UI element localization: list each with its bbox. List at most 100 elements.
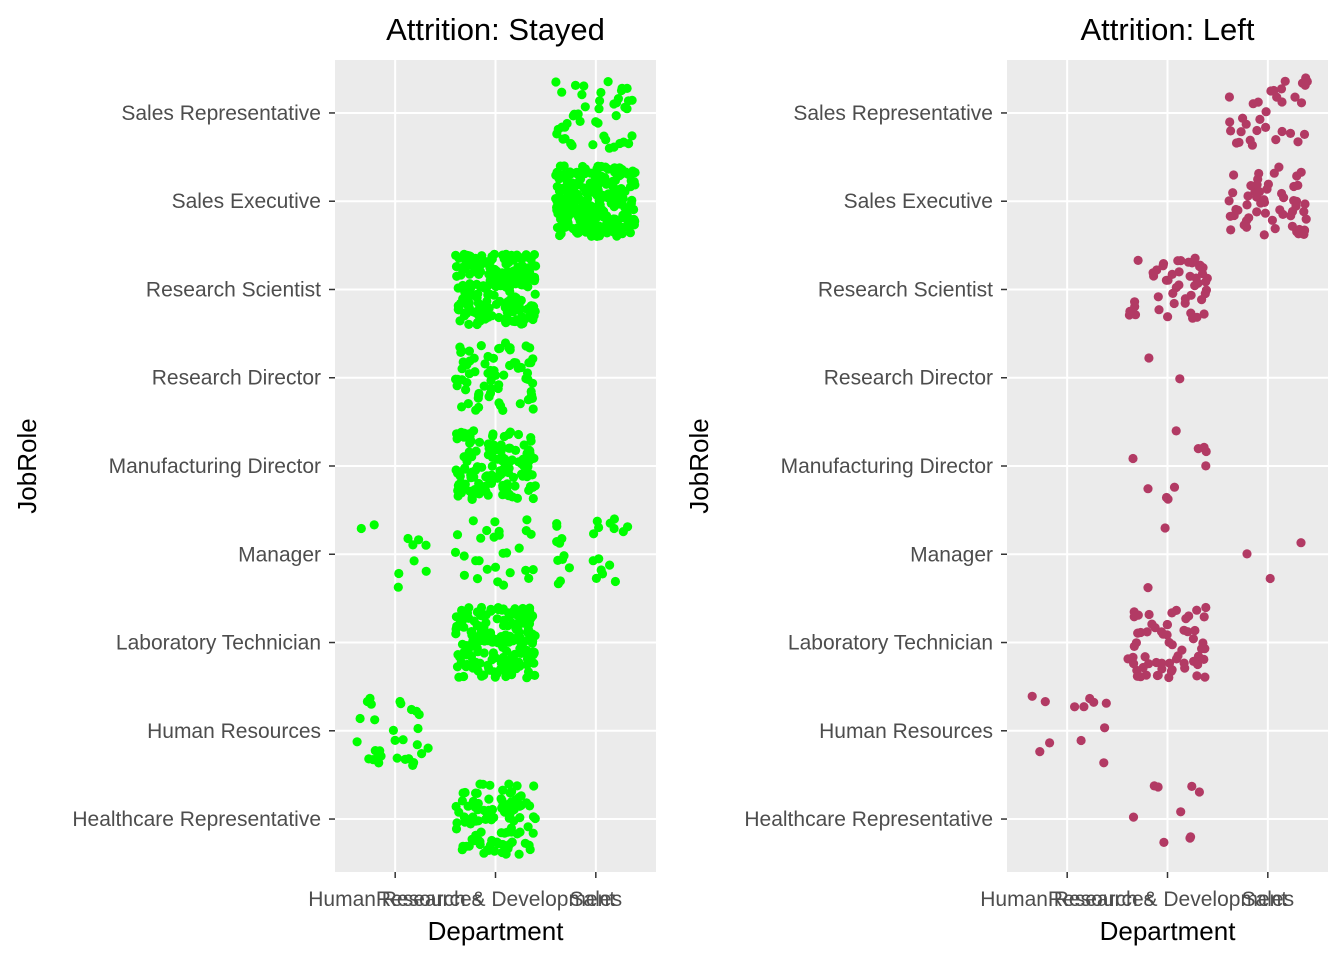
- data-point: [528, 828, 538, 838]
- data-point: [494, 312, 504, 323]
- x-tick-label: Human Resources: [308, 888, 482, 911]
- data-point: [609, 514, 620, 524]
- data-point: [1131, 638, 1141, 648]
- data-point: [505, 788, 515, 798]
- data-point: [626, 176, 636, 186]
- data-point: [459, 452, 469, 462]
- data-point: [512, 781, 522, 791]
- data-point: [569, 199, 579, 209]
- data-point: [523, 263, 533, 273]
- data-point: [524, 456, 534, 467]
- data-point: [492, 614, 502, 624]
- data-point: [1159, 837, 1169, 848]
- data-point: [1079, 702, 1089, 712]
- data-point: [511, 274, 522, 285]
- data-point: [1128, 652, 1138, 662]
- chart-title: Attrition: Stayed: [386, 12, 605, 47]
- data-point: [589, 529, 599, 539]
- data-point: [1144, 609, 1154, 620]
- data-point: [486, 628, 496, 638]
- data-point: [452, 381, 462, 391]
- x-axis-title: Department: [428, 916, 565, 946]
- data-point: [462, 378, 472, 388]
- data-point: [1241, 119, 1251, 129]
- data-point: [606, 215, 617, 225]
- x-tick-label: Research & Development: [1048, 888, 1287, 911]
- data-point: [476, 533, 486, 543]
- data-point: [464, 292, 474, 302]
- y-tick-label: Sales Representative: [793, 102, 993, 125]
- data-point: [502, 484, 512, 494]
- data-point: [583, 194, 593, 204]
- y-tick-label: Manager: [238, 543, 321, 566]
- data-point: [453, 491, 463, 501]
- data-point: [500, 338, 511, 348]
- data-point: [1027, 691, 1037, 701]
- data-point: [1168, 288, 1178, 298]
- data-point: [579, 81, 589, 91]
- data-point: [504, 429, 514, 439]
- y-tick-label: Sales Executive: [844, 190, 993, 213]
- chart-panel-2: Healthcare Representative Human Resources…: [684, 12, 1328, 946]
- data-point: [461, 814, 471, 824]
- data-point: [1188, 634, 1198, 644]
- data-point: [472, 788, 482, 799]
- data-point: [1176, 807, 1186, 817]
- data-point: [603, 189, 614, 199]
- data-point: [1183, 257, 1194, 267]
- data-point: [590, 207, 600, 217]
- data-point: [611, 184, 621, 195]
- data-point: [451, 624, 461, 634]
- data-point: [595, 96, 605, 106]
- data-point: [525, 343, 535, 353]
- data-point: [1299, 207, 1309, 217]
- data-point: [494, 276, 504, 287]
- data-point: [1076, 735, 1086, 746]
- data-point: [459, 311, 469, 321]
- data-point: [585, 178, 595, 188]
- data-point: [421, 540, 431, 550]
- data-point: [514, 305, 524, 315]
- data-point: [468, 516, 478, 526]
- data-point: [1151, 657, 1161, 668]
- x-tick-label: Human Resources: [980, 888, 1154, 911]
- data-point: [627, 195, 637, 205]
- data-point: [452, 271, 462, 281]
- data-point: [504, 779, 514, 789]
- data-point: [1169, 298, 1179, 309]
- data-point: [485, 665, 495, 675]
- data-point: [490, 370, 501, 380]
- data-point: [482, 525, 492, 536]
- data-point: [599, 174, 610, 184]
- data-point: [1296, 167, 1306, 177]
- data-point: [1035, 747, 1045, 757]
- data-point: [470, 367, 480, 377]
- data-point: [1301, 214, 1311, 224]
- data-point: [570, 80, 581, 90]
- data-point: [487, 637, 498, 647]
- data-point: [498, 250, 508, 260]
- data-point: [1242, 200, 1252, 210]
- data-point: [1188, 313, 1198, 323]
- data-point: [483, 351, 493, 362]
- data-point: [476, 302, 486, 312]
- data-point: [459, 432, 469, 442]
- data-point: [496, 440, 506, 450]
- data-point: [494, 344, 504, 354]
- data-point: [473, 289, 483, 299]
- data-point: [1300, 199, 1310, 209]
- data-point: [465, 356, 475, 366]
- data-point: [523, 467, 533, 477]
- data-point: [1228, 188, 1238, 198]
- data-point: [504, 443, 514, 453]
- data-point: [489, 846, 500, 856]
- data-point: [1259, 195, 1269, 205]
- data-point: [587, 228, 597, 238]
- data-point: [558, 206, 568, 216]
- data-point: [507, 455, 517, 465]
- data-point: [483, 368, 493, 378]
- data-point: [1190, 253, 1200, 263]
- data-point: [1231, 138, 1242, 148]
- data-point: [457, 796, 467, 806]
- data-point: [488, 431, 498, 441]
